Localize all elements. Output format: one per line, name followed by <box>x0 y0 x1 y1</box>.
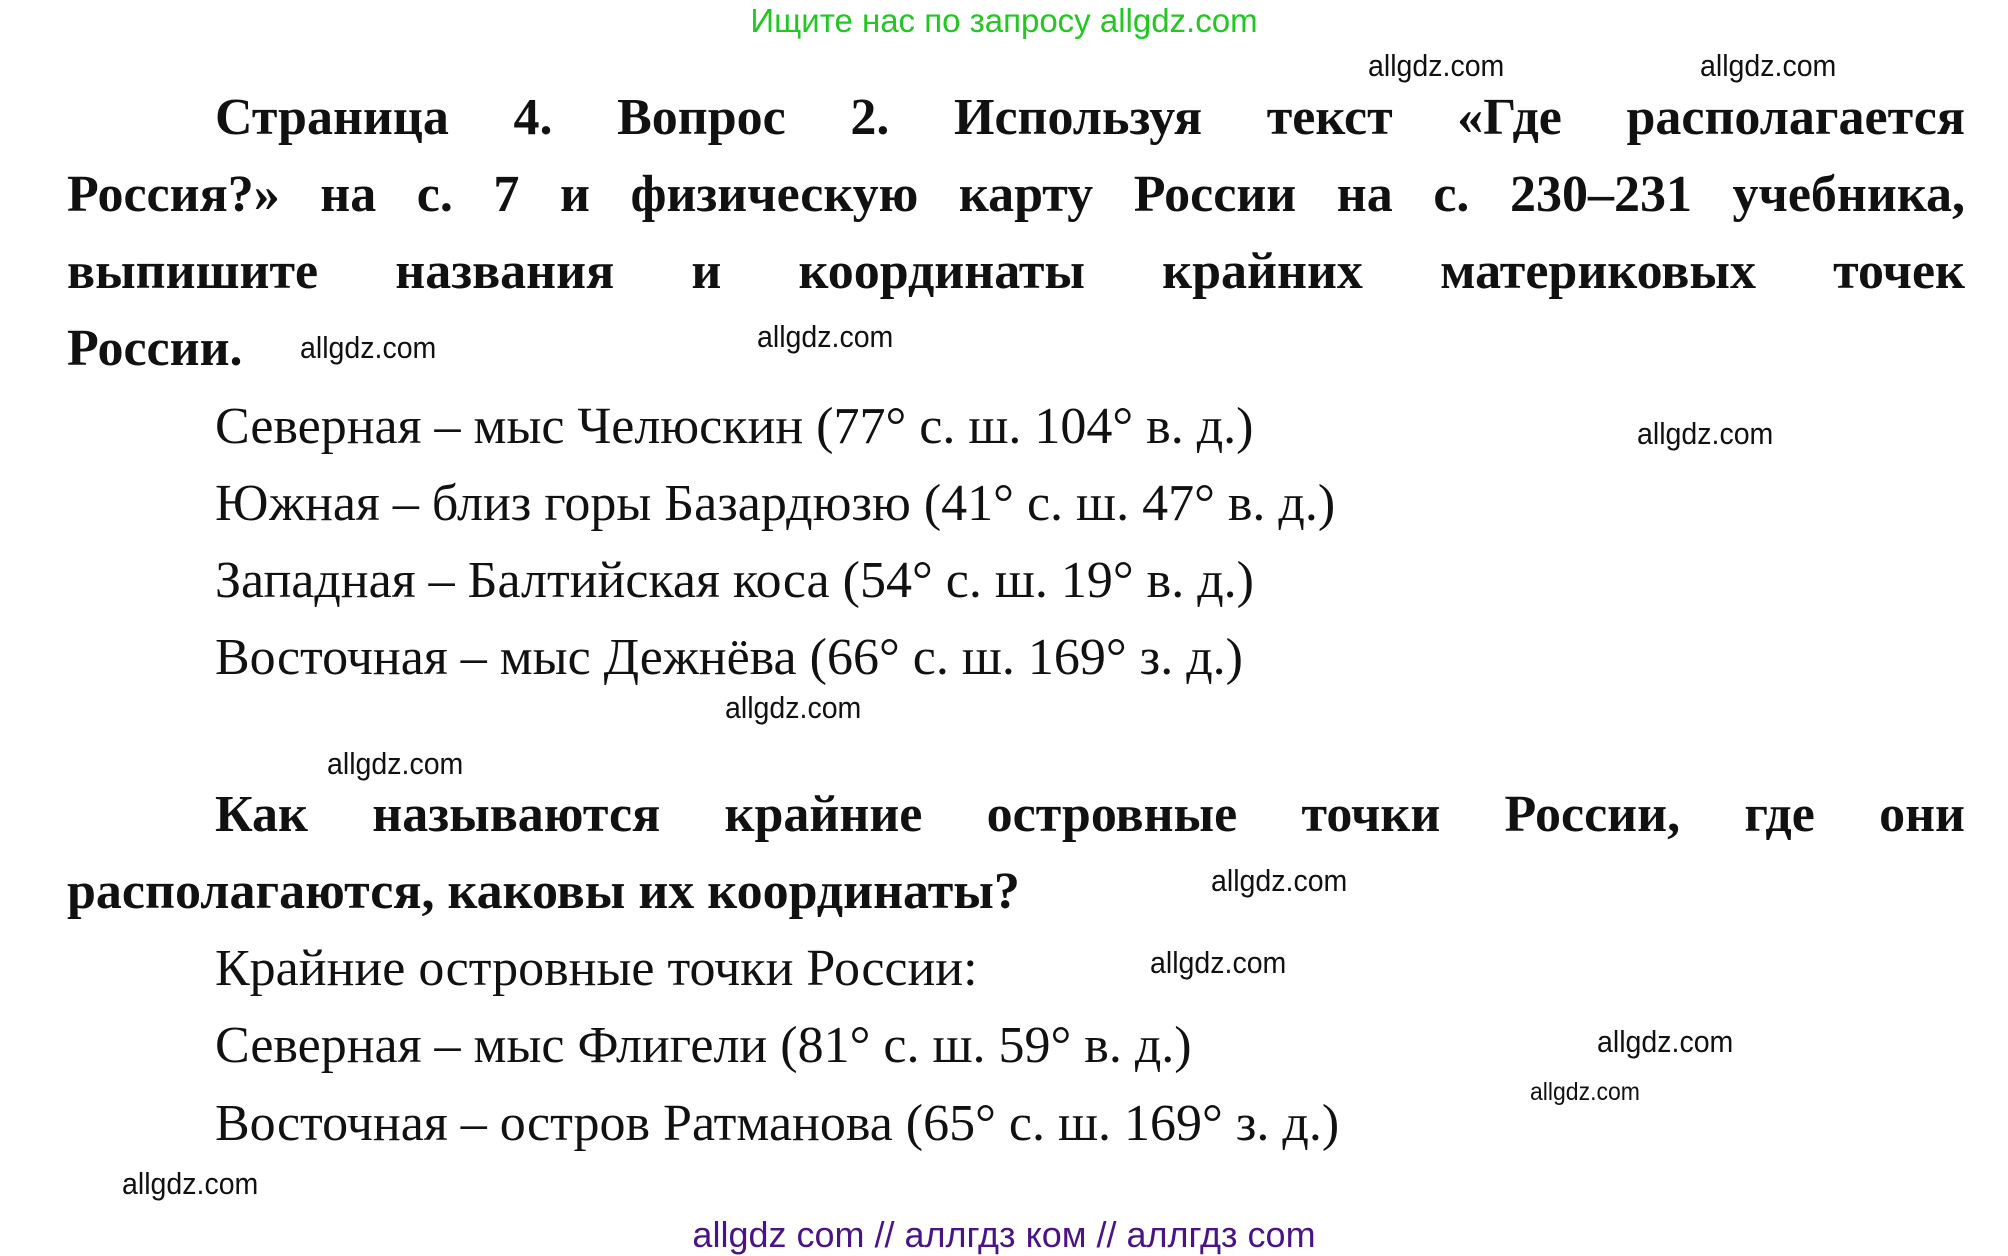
watermark: allgdz.com <box>122 1166 259 1201</box>
question-line: Россия?» на с. 7 и физическую карту Росс… <box>67 166 1965 223</box>
question-line: выпишите названия и координаты крайних м… <box>67 243 1965 300</box>
question-line: располагаются, каковы их координаты? <box>67 863 1020 920</box>
answer-line: Северная – мыс Челюскин (77° с. ш. 104° … <box>215 398 1254 455</box>
answer-line: Западная – Балтийская коса (54° с. ш. 19… <box>215 552 1254 609</box>
watermark: allgdz.com <box>1597 1024 1734 1059</box>
answer-line: Крайние островные точки России: <box>215 940 978 997</box>
question-line: Как называются крайние островные точки Р… <box>215 786 1965 843</box>
watermark: allgdz.com <box>1637 416 1774 451</box>
watermark: allgdz.com <box>1700 48 1837 83</box>
question-line: Страница 4. Вопрос 2. Используя текст «Г… <box>215 89 1965 146</box>
answer-line: Южная – близ горы Базардюзю (41° с. ш. 4… <box>215 475 1336 532</box>
watermark: allgdz.com <box>1530 1078 1640 1106</box>
watermark: allgdz.com <box>757 319 894 354</box>
answer-line: Восточная – мыс Дежнёва (66° с. ш. 169° … <box>215 629 1243 686</box>
watermark: allgdz.com <box>1150 945 1287 980</box>
question-line: России. <box>67 320 243 377</box>
answer-line: Восточная – остров Ратманова (65° с. ш. … <box>215 1095 1340 1152</box>
watermark: allgdz.com <box>327 746 464 781</box>
watermark: allgdz.com <box>1368 48 1505 83</box>
watermark: allgdz.com <box>300 330 437 365</box>
watermark: allgdz.com <box>1211 863 1348 898</box>
promo-banner: Ищите нас по запросу allgdz.com <box>750 2 1258 39</box>
answer-line: Северная – мыс Флигели (81° с. ш. 59° в.… <box>215 1017 1192 1074</box>
watermark: allgdz.com <box>725 690 862 725</box>
footer-watermark: allgdz com // аллгдз ком // аллгдз com <box>692 1214 1316 1255</box>
